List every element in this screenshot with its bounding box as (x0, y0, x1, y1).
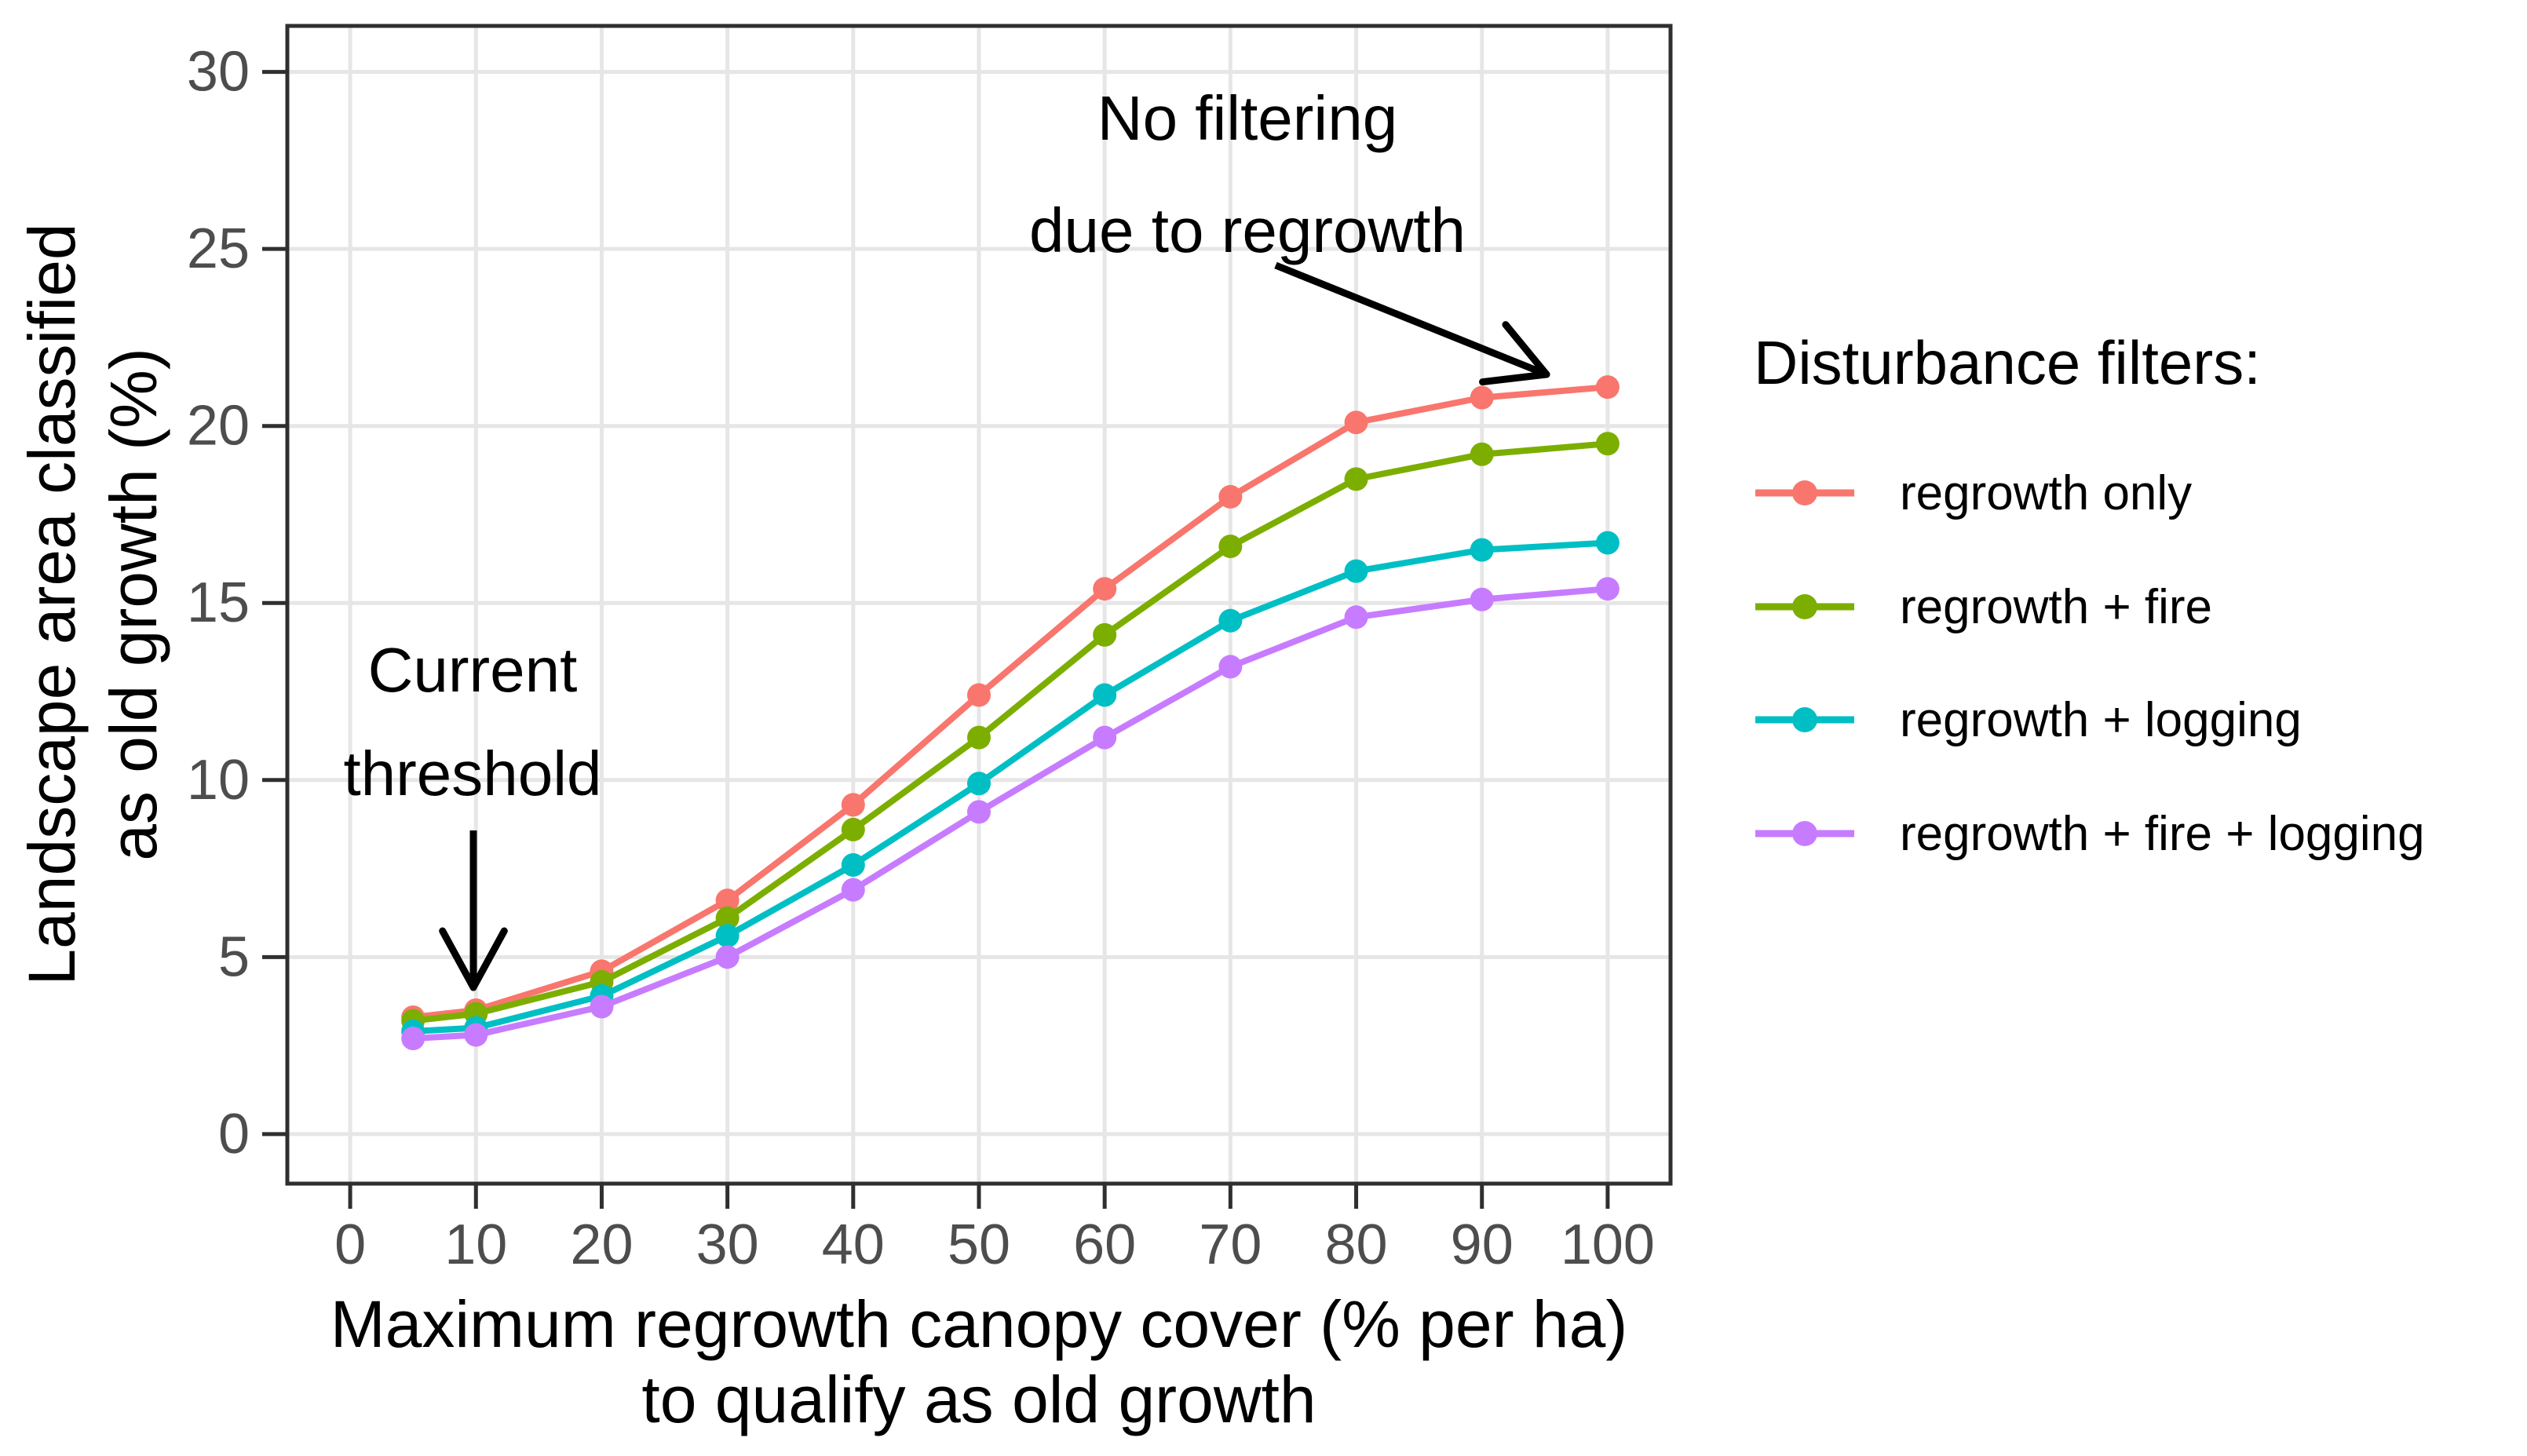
data-point-regrowth-fire-logging-x20 (590, 994, 614, 1019)
x-tick-label-0: 0 (334, 1213, 366, 1276)
data-point-regrowth-fire-logging-x100 (1595, 577, 1620, 601)
data-point-regrowth-fire-x90 (1470, 442, 1494, 466)
data-point-regrowth-fire-logging-x50 (967, 800, 991, 824)
annotation-no-filtering-line2: due to regrowth (1029, 195, 1466, 265)
data-point-regrowth-fire-x80 (1344, 467, 1368, 491)
data-point-regrowth-logging-x60 (1093, 683, 1117, 707)
data-point-regrowth-fire-x50 (967, 725, 991, 750)
data-point-regrowth-fire-x40 (841, 817, 865, 841)
y-axis-title: Landscape area classified as old growth … (11, 55, 174, 1154)
data-point-regrowth-logging-x30 (715, 924, 739, 948)
data-point-regrowth-only-x50 (967, 683, 991, 707)
arrow-head-no-filtering (1479, 370, 1550, 386)
y-axis-title-line2: as old growth (%) (97, 348, 170, 861)
data-point-regrowth-only-x60 (1093, 577, 1117, 601)
arrow-shaft-no-filtering (1274, 261, 1548, 378)
annotation-arrows (439, 261, 1550, 991)
x-axis-title: Maximum regrowth canopy cover (% per ha)… (330, 1286, 1628, 1437)
y-tick-label-30: 30 (187, 41, 250, 104)
x-tick-label-80: 80 (1324, 1213, 1387, 1276)
data-point-regrowth-fire-x60 (1093, 622, 1117, 647)
data-point-regrowth-fire-x30 (715, 906, 739, 930)
annotation-no-filtering-line1: No filtering (1097, 83, 1398, 153)
data-point-regrowth-only-x40 (841, 793, 865, 817)
data-point-regrowth-only-x70 (1218, 484, 1243, 509)
data-point-regrowth-logging-x80 (1344, 559, 1368, 583)
data-point-regrowth-only-x80 (1344, 411, 1368, 435)
arrow-head-no-filtering (1502, 321, 1550, 378)
data-point-regrowth-fire-logging-x80 (1344, 605, 1368, 629)
x-tick-label-90: 90 (1451, 1213, 1514, 1276)
arrow-head-current-threshold (439, 927, 477, 991)
data-point-regrowth-fire-logging-x90 (1470, 587, 1494, 611)
data-point-regrowth-logging-x90 (1470, 538, 1494, 562)
x-tick-label-50: 50 (948, 1213, 1010, 1276)
data-point-regrowth-logging-x50 (967, 772, 991, 796)
y-tick-label-25: 25 (187, 217, 250, 280)
annotation-current-threshold-line1: Current (367, 635, 578, 705)
x-tick-label-10: 10 (444, 1213, 507, 1276)
annotation-current-threshold-line2: threshold (343, 739, 602, 808)
x-tick-label-30: 30 (696, 1213, 759, 1276)
data-point-regrowth-fire-logging-x10 (464, 1023, 488, 1047)
x-tick-label-100: 100 (1561, 1213, 1655, 1276)
arrow-head-current-threshold (469, 927, 508, 991)
annotation-no-filtering: No filtering due to regrowth (1029, 62, 1466, 286)
x-tick-label-60: 60 (1073, 1213, 1136, 1276)
y-tick-label-15: 15 (187, 571, 250, 634)
data-point-regrowth-only-x100 (1595, 375, 1620, 400)
x-tick-label-40: 40 (822, 1213, 885, 1276)
data-point-regrowth-only-x90 (1470, 385, 1494, 410)
data-point-regrowth-fire-x100 (1595, 432, 1620, 456)
data-point-regrowth-only-x30 (715, 889, 739, 913)
data-point-regrowth-fire-logging-x40 (841, 878, 865, 902)
x-tick-label-20: 20 (570, 1213, 633, 1276)
data-point-regrowth-logging-x100 (1595, 531, 1620, 555)
data-point-regrowth-logging-x70 (1218, 608, 1243, 633)
x-tick-label-70: 70 (1199, 1213, 1262, 1276)
series (401, 375, 1620, 1051)
axes: 0 10 20 30 40 50 60 70 80 90 100 0 5 10 15 20 25 30 (187, 41, 1655, 1276)
x-axis-title-line1: Maximum regrowth canopy cover (% per ha) (330, 1287, 1628, 1361)
data-point-regrowth-fire-logging-x60 (1093, 725, 1117, 750)
data-point-regrowth-logging-x40 (841, 853, 865, 878)
x-axis-title-line2: to qualify as old growth (641, 1363, 1316, 1436)
data-point-regrowth-fire-logging-x70 (1218, 655, 1243, 679)
y-axis-title-line1: Landscape area classified (15, 223, 89, 986)
data-point-regrowth-fire-x70 (1218, 535, 1243, 559)
y-tick-label-5: 5 (218, 925, 250, 988)
y-tick-label-0: 0 (218, 1103, 250, 1166)
data-point-regrowth-fire-logging-x5 (401, 1027, 425, 1051)
data-point-regrowth-fire-logging-x30 (715, 945, 739, 969)
y-tick-label-20: 20 (187, 395, 250, 458)
y-tick-label-10: 10 (187, 749, 250, 812)
annotation-current-threshold: Current threshold (343, 619, 601, 826)
